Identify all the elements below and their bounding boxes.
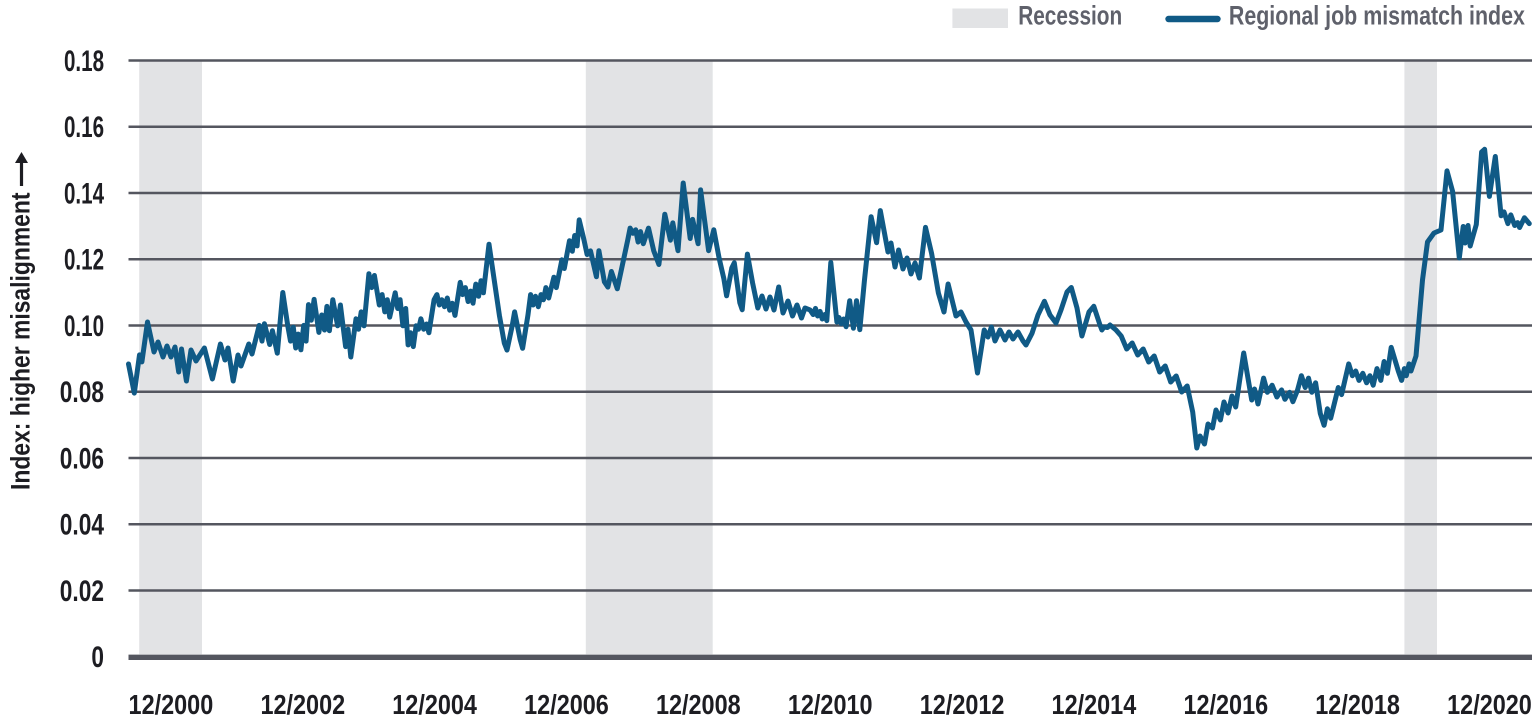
svg-text:12/2016: 12/2016	[1183, 689, 1268, 720]
svg-text:0.18: 0.18	[64, 45, 104, 78]
svg-text:0.06: 0.06	[60, 442, 104, 475]
svg-text:0.04: 0.04	[60, 509, 104, 542]
svg-text:12/2000: 12/2000	[129, 689, 214, 720]
svg-text:12/2014: 12/2014	[1052, 689, 1137, 720]
svg-text:12/2002: 12/2002	[260, 689, 345, 720]
svg-text:0: 0	[91, 641, 104, 674]
svg-text:Index: higher misalignment: Index: higher misalignment	[6, 193, 36, 491]
svg-text:Regional job mismatch index: Regional job mismatch index	[1229, 1, 1525, 31]
svg-text:12/2004: 12/2004	[392, 689, 477, 720]
svg-text:12/2018: 12/2018	[1315, 689, 1400, 720]
svg-text:0.14: 0.14	[64, 177, 104, 210]
svg-text:0.02: 0.02	[60, 575, 104, 608]
svg-text:0.10: 0.10	[64, 310, 104, 343]
svg-text:12/2012: 12/2012	[920, 689, 1005, 720]
svg-text:0.08: 0.08	[60, 376, 104, 409]
svg-text:12/2008: 12/2008	[656, 689, 741, 720]
svg-text:0.12: 0.12	[64, 244, 104, 277]
svg-text:12/2006: 12/2006	[524, 689, 609, 720]
svg-text:12/2020: 12/2020	[1447, 689, 1532, 720]
svg-text:12/2010: 12/2010	[788, 689, 873, 720]
svg-text:0.16: 0.16	[64, 111, 104, 144]
svg-text:Recession: Recession	[1018, 1, 1122, 31]
